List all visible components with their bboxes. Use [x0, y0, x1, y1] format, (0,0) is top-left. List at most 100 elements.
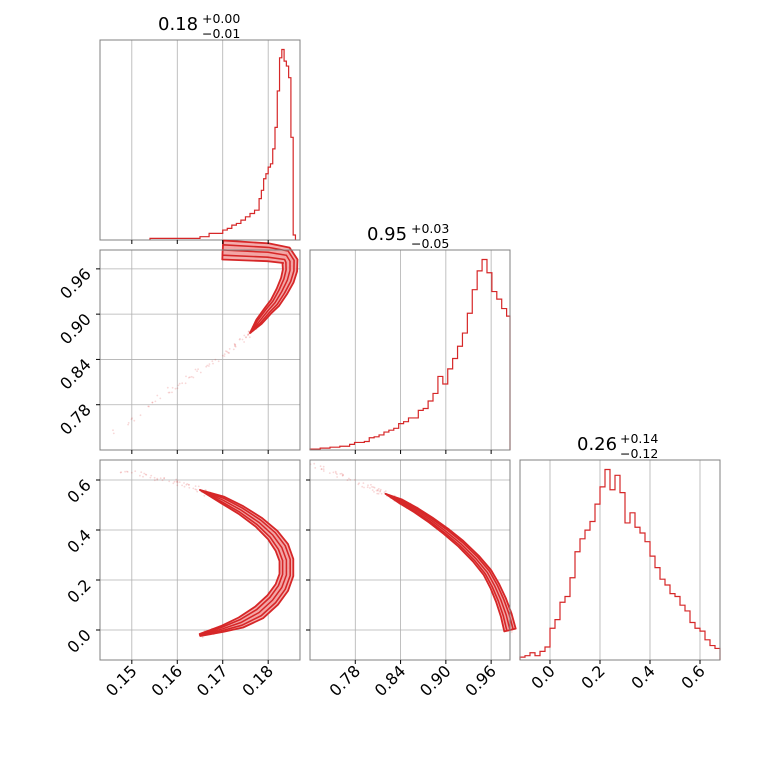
panel-contour-2-1-sample [159, 397, 162, 400]
panel-contour-3-1-sample [119, 471, 122, 474]
panel-contour-2-1-sample [167, 391, 170, 394]
panel-contour-3-1-sample [181, 484, 183, 487]
panel-contour-3-1-sample [195, 488, 198, 491]
panel-contour-3-1-sample [149, 476, 152, 479]
panel-contour-2-1-sample [194, 368, 197, 371]
panel-contour-3-1-xtick-label: 0.16 [147, 661, 186, 700]
panel-contour-2-1-sample [206, 364, 209, 367]
panel-contour-3-2-sample [367, 484, 369, 487]
panel-contour-3-2-sample [379, 489, 382, 492]
panel-contour-3-1-sample [178, 481, 181, 483]
panel-hist-1-median: 0.18 [158, 14, 198, 35]
panel-contour-3-2-sample [328, 472, 331, 474]
panel-contour-3-2-sample [362, 482, 365, 484]
panel-contour-2-1-sample [238, 338, 241, 341]
panel-contour-3-1-sample [176, 481, 179, 484]
panel-contour-3-2-sample [369, 487, 371, 489]
panel-contour-2-1-sample [188, 376, 190, 379]
panel-contour-3-2-sample [383, 491, 386, 494]
panel-contour-3-1-sample [204, 489, 207, 491]
panel-contour-2-1-sample [189, 376, 191, 378]
panel-contour-2-1-frame [99, 249, 301, 451]
panel-contour-3-1-sample [185, 483, 188, 486]
panel-contour-3-2-xtick-label: 0.84 [371, 661, 410, 700]
panel-contour-3-2-sample [341, 474, 344, 477]
panel-contour-3-2-contour-ridge [385, 493, 511, 631]
panel-contour-3-2-sample [342, 474, 344, 477]
panel-contour-3-2-sample [376, 492, 379, 495]
panel-contour-3-2-sample [319, 465, 322, 468]
panel-contour-2-1-sample [234, 345, 237, 348]
panel-contour-2-1-sample [223, 355, 226, 357]
panel-contour-3-2-sample [336, 473, 338, 475]
panel-contour-3-2-xtick-label: 0.90 [416, 661, 455, 700]
panel-contour-2-1-sample [174, 387, 177, 390]
panel-hist-1-step [149, 48, 297, 240]
panel-contour-2-1-sample [166, 386, 169, 389]
panel-contour-3-2-sample [377, 487, 380, 490]
panel-hist-3 [519, 459, 721, 661]
panel-contour-2-1-ytick-label: 0.96 [56, 264, 95, 303]
panel-hist-2-frame [309, 249, 511, 451]
panel-contour-2-1 [99, 239, 301, 451]
panel-hist-2 [309, 249, 511, 451]
panel-contour-2-1-sample [151, 401, 154, 404]
panel-hist-1-title: 0.18 +0.00 −0.01 [158, 10, 244, 41]
panel-contour-2-1-ytick-label: 0.78 [56, 400, 95, 439]
panel-contour-2-1-sample [192, 376, 195, 379]
panel-contour-3-1-sample [126, 470, 128, 473]
panel-hist-2-plus: +0.03 [411, 221, 449, 236]
panel-contour-3-1-sample [186, 483, 189, 485]
panel-contour-3-2-sample [320, 468, 323, 471]
panel-contour-3-2-sample [357, 483, 360, 486]
panel-contour-3-2-sample [332, 471, 335, 474]
panel-contour-2-1-sample [181, 382, 184, 385]
panel-contour-3-2-sample [371, 486, 373, 488]
panel-contour-2-1-sample [228, 352, 231, 354]
panel-contour-3-2-sample [370, 483, 372, 486]
panel-contour-2-1-grid [100, 250, 300, 450]
panel-contour-3-1-sample [187, 483, 190, 486]
panel-hist-3-plus: +0.14 [620, 431, 658, 446]
panel-contour-2-1-sample [245, 336, 247, 339]
panel-contour-3-2-sample [363, 486, 365, 489]
panel-contour-3-2-sample [322, 470, 325, 472]
panel-hist-2-grid [354, 250, 492, 450]
panel-contour-3-2-sample [322, 465, 325, 468]
panel-contour-3-1-sample [175, 478, 178, 481]
panel-contour-2-1-sample [214, 358, 217, 361]
panel-contour-2-1-sample [151, 401, 154, 404]
panel-contour-3-1-sample [197, 485, 200, 488]
panel-contour-3-2-sample [361, 485, 364, 488]
panel-contour-2-1-sample [234, 345, 236, 347]
panel-contour-2-1-sample [212, 362, 214, 365]
panel-contour-3-2-sample [379, 490, 381, 493]
panel-contour-2-1-sample [112, 429, 114, 432]
panel-contour-3-2-sample [320, 468, 323, 470]
panel-contour-3-2-contour-outer [384, 492, 517, 633]
panel-contour-3-2-sample [339, 473, 342, 475]
panel-contour-2-1-sample [247, 334, 249, 337]
panel-contour-3-2-contour-inner [384, 493, 514, 632]
panel-contour-2-1-sample [234, 344, 237, 346]
panel-contour-3-1-contour-ridge [199, 489, 288, 636]
panel-contour-3-2-sample [349, 478, 352, 481]
panel-contour-3-1-sample [156, 478, 159, 481]
panel-contour-3-1-sample [142, 475, 144, 478]
panel-contour-3-1-sample [176, 484, 179, 487]
panel-contour-2-1-sample [225, 350, 227, 352]
panel-contour-3-2-sample [322, 468, 325, 470]
panel-contour-3-1-sample [126, 471, 129, 473]
panel-contour-3-2-sample [335, 472, 337, 474]
panel-contour-3-2-sample [373, 486, 376, 489]
panel-contour-3-2-sample [384, 490, 387, 492]
panel-contour-2-1-sample [154, 400, 157, 403]
panel-contour-2-1-sample [185, 375, 187, 378]
panel-contour-3-2-frame [309, 459, 511, 661]
panel-contour-3-2-grid [310, 460, 510, 660]
panel-contour-3-2-sample [346, 479, 349, 481]
axis-tick-labels: 0.780.840.900.960.00.20.40.60.15 0.16 0.17… [56, 240, 709, 700]
panel-contour-3-1-sample [144, 473, 147, 476]
panel-contour-3-1-sample [161, 479, 164, 482]
